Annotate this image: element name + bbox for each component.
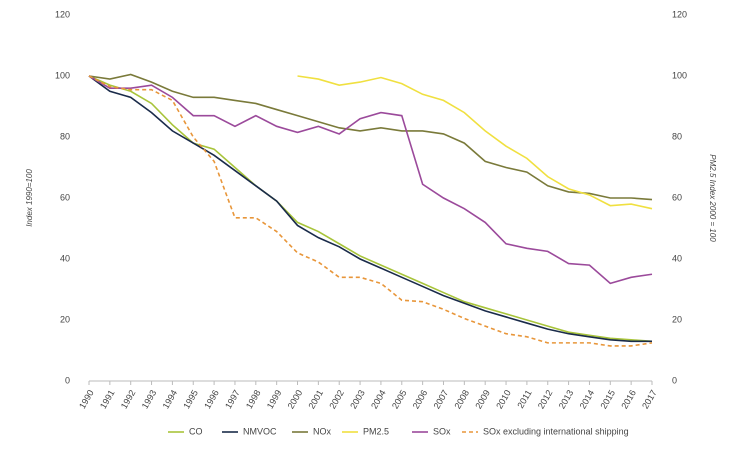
y2-tick-label: 20 <box>672 314 682 324</box>
x-tick-label: 1999 <box>265 388 284 410</box>
x-tick-label: 2001 <box>306 388 325 410</box>
y2-tick-label: 100 <box>672 70 687 80</box>
x-tick-label: 2017 <box>640 388 659 410</box>
x-tick-label: 1991 <box>98 388 117 410</box>
y-tick-label: 80 <box>60 131 70 141</box>
y2-tick-label: 0 <box>672 375 677 385</box>
x-tick-label: 2000 <box>286 388 305 410</box>
y-tick-label: 120 <box>55 9 70 19</box>
y-tick-label: 100 <box>55 70 70 80</box>
series-line <box>88 75 653 347</box>
x-tick-label: 1992 <box>119 388 138 410</box>
y-tick-label: 20 <box>60 314 70 324</box>
y2-tick-label: 40 <box>672 253 682 263</box>
x-tick-label: 1997 <box>223 388 242 410</box>
y-tick-label: 0 <box>65 375 70 385</box>
y-axis-title: Index 1990=100 <box>25 169 34 227</box>
x-tick-label: 2013 <box>557 388 576 410</box>
x-tick-label: 2008 <box>452 388 471 410</box>
x-tick-label: 2002 <box>327 388 346 410</box>
x-tick-label: 2004 <box>369 388 388 410</box>
y-tick-label: 40 <box>60 253 70 263</box>
x-tick-label: 1994 <box>161 388 180 410</box>
legend-label: CO <box>189 426 203 436</box>
series-line <box>297 75 653 210</box>
legend-label: NMVOC <box>243 426 277 436</box>
x-tick-label: 2006 <box>411 388 430 410</box>
legend-label: SOx excluding international shipping <box>483 426 629 436</box>
x-tick-label: 2010 <box>494 388 513 410</box>
x-tick-label: 2003 <box>348 388 367 410</box>
legend-label: NOx <box>313 426 332 436</box>
legend-label: PM2.5 <box>363 426 389 436</box>
series-line <box>88 73 653 201</box>
x-tick-label: 2014 <box>578 388 597 410</box>
x-tick-label: 2011 <box>515 388 533 410</box>
x-tick-label: 2016 <box>619 388 638 410</box>
y2-axis-title: PM2.5 Index 2000 = 100 <box>708 154 717 242</box>
y2-tick-label: 120 <box>672 9 687 19</box>
x-tick-label: 1996 <box>202 388 221 410</box>
series-line <box>88 75 653 343</box>
series-line <box>88 75 653 285</box>
x-tick-label: 2015 <box>598 388 617 410</box>
x-tick-label: 1990 <box>77 388 96 410</box>
x-tick-label: 2005 <box>390 388 409 410</box>
y2-tick-label: 60 <box>672 192 682 202</box>
legend-label: SOx <box>433 426 451 436</box>
series-line <box>88 75 652 343</box>
y-tick-label: 60 <box>60 192 70 202</box>
x-tick-label: 1998 <box>244 388 263 410</box>
x-tick-label: 1995 <box>181 388 200 410</box>
x-tick-label: 2009 <box>473 388 492 410</box>
x-tick-label: 2012 <box>536 388 555 410</box>
x-tick-label: 2007 <box>432 388 451 410</box>
x-tick-label: 1993 <box>140 388 159 410</box>
y2-tick-label: 80 <box>672 131 682 141</box>
